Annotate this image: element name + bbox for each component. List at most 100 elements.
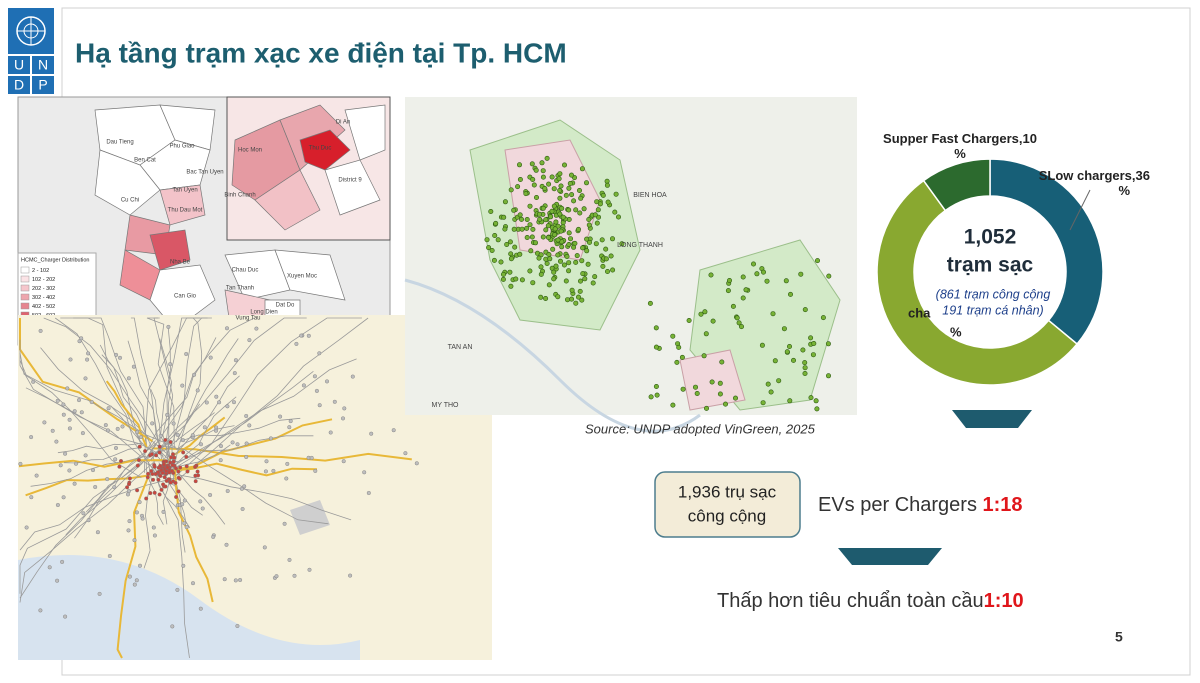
station-dot xyxy=(61,402,66,407)
station-dot xyxy=(555,237,561,243)
station-dot xyxy=(557,188,563,194)
station-dot xyxy=(540,174,546,180)
station-dot xyxy=(493,220,499,226)
station-dot xyxy=(126,482,131,487)
road xyxy=(19,352,142,478)
station-dot xyxy=(768,389,774,395)
station-dot xyxy=(79,410,84,415)
station-dot xyxy=(555,294,561,300)
station-dot xyxy=(546,181,552,187)
station-dot xyxy=(149,452,154,457)
station-dot xyxy=(491,257,497,263)
station-dot xyxy=(527,203,533,209)
road xyxy=(147,317,307,463)
station-dot xyxy=(77,339,82,344)
station-dot xyxy=(150,421,155,426)
station-dot xyxy=(546,282,552,288)
station-dot xyxy=(569,296,575,302)
station-dot xyxy=(224,326,229,331)
station-dot xyxy=(653,383,659,389)
road-map xyxy=(18,315,492,660)
station-dot xyxy=(170,624,175,629)
station-dot xyxy=(595,207,601,213)
station-dot xyxy=(38,328,43,333)
station-dot xyxy=(247,423,252,428)
station-dot xyxy=(579,297,585,303)
station-dot xyxy=(184,525,189,530)
station-dot xyxy=(726,277,732,283)
station-dot xyxy=(159,487,164,492)
map-label: Dau Tieng xyxy=(106,140,133,146)
station-dot xyxy=(702,309,708,315)
station-dot xyxy=(313,468,318,473)
map-label: Tan Thanh xyxy=(226,286,254,292)
station-dot xyxy=(414,461,419,466)
station-dot xyxy=(580,271,586,277)
station-dot xyxy=(190,581,195,586)
legend-item: 202 - 302 xyxy=(32,286,55,292)
map-label: MY THO xyxy=(432,402,460,409)
station-dot xyxy=(113,446,118,451)
road xyxy=(177,444,231,468)
station-dot xyxy=(181,563,186,568)
map-label: TAN AN xyxy=(448,344,473,351)
station-dot xyxy=(274,574,279,579)
station-dot xyxy=(760,400,766,406)
station-dot xyxy=(83,376,88,381)
station-dot xyxy=(195,469,200,474)
station-dot xyxy=(575,226,581,232)
station-dot xyxy=(508,283,514,289)
station-dot xyxy=(734,315,740,321)
ratio-text: EVs per Chargers 1:18 xyxy=(818,494,1023,516)
station-dot xyxy=(698,311,704,317)
station-dot xyxy=(204,400,209,405)
station-dot xyxy=(90,468,95,473)
station-dot xyxy=(566,185,572,191)
station-dot xyxy=(670,402,676,408)
station-dot xyxy=(583,180,589,186)
map-label: Di An xyxy=(336,120,350,126)
station-dot xyxy=(160,470,165,475)
station-dot xyxy=(814,258,820,264)
road xyxy=(43,317,158,442)
station-dot xyxy=(79,336,84,341)
station-dot xyxy=(543,217,549,223)
road xyxy=(151,435,314,462)
station-dot xyxy=(776,378,782,384)
station-dot xyxy=(710,318,716,324)
station-dot xyxy=(548,214,554,220)
station-dot xyxy=(86,351,91,356)
label-line: % xyxy=(1118,183,1130,198)
station-dot xyxy=(569,287,575,293)
road xyxy=(159,338,173,471)
station-dot xyxy=(539,160,545,166)
page-number: 5 xyxy=(1115,629,1123,645)
station-dot xyxy=(538,264,544,270)
donut-segment xyxy=(876,179,1079,386)
station-dot xyxy=(233,358,238,363)
station-dot xyxy=(105,428,110,433)
road xyxy=(19,359,176,448)
station-dot xyxy=(287,557,292,562)
road xyxy=(171,473,352,521)
station-dot xyxy=(176,475,181,480)
station-dot xyxy=(517,212,523,218)
station-dot xyxy=(586,239,592,245)
station-dot xyxy=(118,459,123,464)
logo-letter: D xyxy=(14,77,24,93)
station-dot xyxy=(798,271,804,277)
road xyxy=(150,403,201,461)
station-dot xyxy=(770,311,776,317)
map-label: LONG THANH xyxy=(617,242,663,249)
map-label: Binh Chanh xyxy=(224,193,255,199)
road xyxy=(166,462,318,477)
obscured-label: % xyxy=(950,324,962,339)
station-dot xyxy=(557,258,563,264)
station-dot xyxy=(211,534,216,539)
station-dot xyxy=(550,246,556,252)
station-dot xyxy=(740,295,746,301)
road xyxy=(65,444,157,536)
station-dot xyxy=(175,587,180,592)
source-note: Source: UNDP adopted VinGreen, 2025 xyxy=(585,421,816,436)
station-dot xyxy=(566,268,572,274)
